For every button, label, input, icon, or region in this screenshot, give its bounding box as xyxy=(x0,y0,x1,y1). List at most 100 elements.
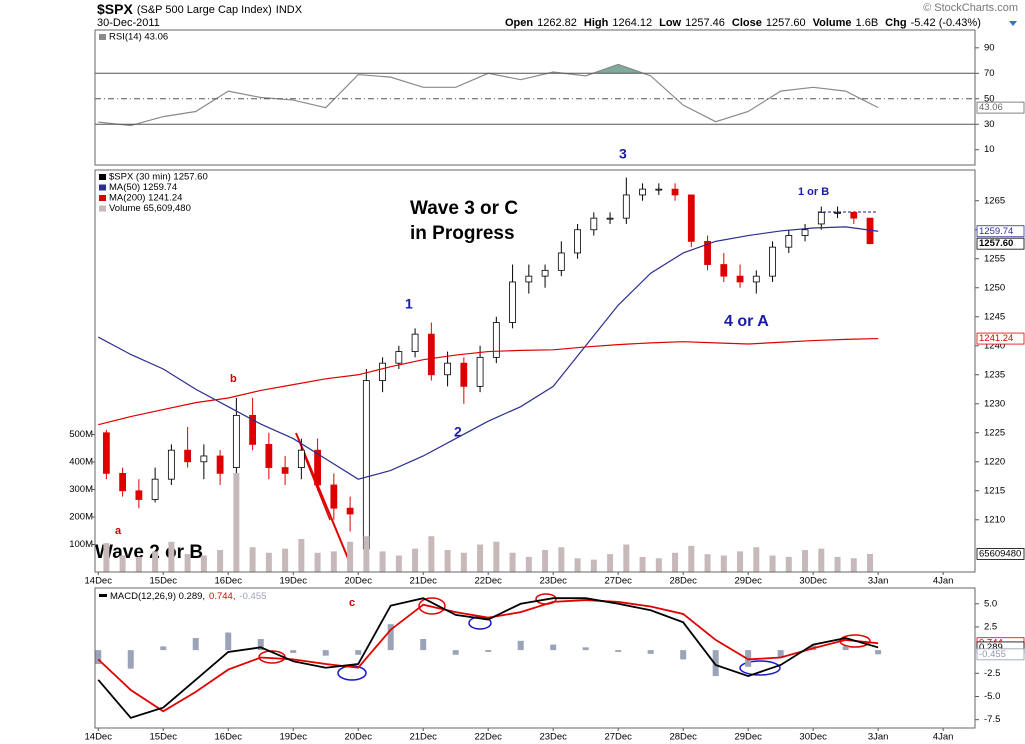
candle-body xyxy=(476,356,484,387)
change-arrow xyxy=(1009,21,1017,26)
quote-value: -5.42 (-0.43%) xyxy=(911,17,981,29)
legend: MACD(12,26,9) 0.289, 0.744, -0.455 xyxy=(110,591,266,602)
histogram-bar xyxy=(290,650,297,653)
annotation: in Progress xyxy=(410,223,515,244)
volume-bar xyxy=(233,473,240,572)
header-title: $SPX (S&P 500 Large Cap Index) INDX xyxy=(97,1,303,17)
y-tick-label: 1210 xyxy=(984,514,1005,525)
x-tick-label: 28Dec xyxy=(669,576,697,587)
y-tick-label: 1265 xyxy=(984,195,1005,206)
legend-entry: $SPX (30 min) 1257.60 xyxy=(109,172,208,183)
quote-label: High xyxy=(584,17,609,29)
volume-bar xyxy=(379,551,386,572)
x-tick-label: 16Dec xyxy=(215,732,243,743)
x-tick-label: 19Dec xyxy=(279,576,307,587)
price-tag-label: -0.455 xyxy=(979,649,1006,660)
price-tag-label: 1259.74 xyxy=(979,226,1013,237)
wave-line xyxy=(295,432,353,569)
x-tick-label: 19Dec xyxy=(279,732,307,743)
volume-bar xyxy=(168,541,175,572)
histogram-bar xyxy=(225,632,232,651)
volume-bar xyxy=(395,555,402,572)
quote-value: 1264.12 xyxy=(612,17,652,29)
volume-bar xyxy=(672,552,679,572)
volume-bar xyxy=(785,556,792,572)
candle-body xyxy=(525,275,533,283)
volume-bar xyxy=(574,558,581,572)
annotation: a xyxy=(115,525,122,537)
index-name: (S&P 500 Large Cap Index) xyxy=(137,4,272,16)
level-fill xyxy=(547,64,644,74)
candle-body xyxy=(769,246,776,277)
candle-body xyxy=(622,194,630,219)
legend-icon xyxy=(99,195,106,201)
volume-bar xyxy=(737,551,744,572)
candle-body xyxy=(801,229,809,236)
volume-bar xyxy=(655,558,662,572)
volume-bar xyxy=(558,547,565,572)
legend-entry: MACD(12,26,9) 0.289, xyxy=(110,591,205,602)
x-tick-label: 16Dec xyxy=(215,576,243,587)
y-tick-label: -7.5 xyxy=(984,714,1000,725)
volume-bar xyxy=(249,547,256,572)
volume-bar xyxy=(135,556,142,572)
price-tag-label: 0.289 xyxy=(979,642,1003,653)
y2-tick-label: 500M xyxy=(69,429,93,440)
x-tick-label: 30Dec xyxy=(799,576,827,587)
legend-icon xyxy=(99,184,106,191)
candle-body xyxy=(379,362,386,381)
histogram-bar xyxy=(842,646,849,651)
quote-label: Close xyxy=(732,17,762,29)
legend-icon xyxy=(99,594,107,597)
candle-body xyxy=(752,275,760,283)
candle-body xyxy=(184,449,192,463)
histogram-bar xyxy=(355,650,362,655)
histogram-bar xyxy=(485,650,492,652)
quote-label: Volume xyxy=(813,17,852,29)
volume-bar xyxy=(525,556,532,572)
quote-label: Open xyxy=(505,17,533,29)
legend-entry: MA(50) 1259.74 xyxy=(109,182,177,193)
volume-bar xyxy=(769,555,776,572)
legend-icon xyxy=(99,34,106,40)
x-tick-label: 23Dec xyxy=(539,576,567,587)
x-tick-label: 14Dec xyxy=(85,732,113,743)
candle-body xyxy=(362,380,370,550)
candle-body xyxy=(606,217,614,220)
panel-frame xyxy=(94,29,976,166)
y-tick-label: 5.0 xyxy=(984,598,997,609)
histogram-bar xyxy=(680,650,687,660)
candle-body xyxy=(720,264,728,277)
annotation: 1 or B xyxy=(798,186,829,198)
date: 30-Dec-2011 xyxy=(97,17,160,29)
annotation: 3 xyxy=(619,146,627,162)
histogram-bar xyxy=(452,650,459,655)
annotation: 2 xyxy=(454,424,462,440)
histogram-bar xyxy=(160,646,167,651)
price-tag-label: 43.06 xyxy=(979,102,1003,113)
volume-bar xyxy=(314,552,321,572)
y2-tick-label: 400M xyxy=(69,457,93,468)
x-tick-label: 3Jan xyxy=(868,732,889,743)
histogram-bar xyxy=(192,638,199,651)
x-tick-label: 29Dec xyxy=(734,576,762,587)
histogram-bar xyxy=(257,638,264,651)
plot-area xyxy=(97,177,879,572)
candle-body xyxy=(590,217,598,231)
volume-bar xyxy=(347,541,354,572)
candle-body xyxy=(346,507,354,515)
volume-bar xyxy=(753,547,760,572)
annotation: Wave 3 or C xyxy=(410,198,518,219)
histogram-bar xyxy=(615,650,622,652)
candle-body xyxy=(704,240,711,265)
volume-bar xyxy=(428,536,435,572)
quote-value: 1.6B xyxy=(856,17,879,29)
x-tick-label: 4Jan xyxy=(933,732,954,743)
legend-icon xyxy=(99,205,106,212)
price-tag-label: 1257.60 xyxy=(979,238,1013,249)
volume-bar xyxy=(217,550,224,572)
quote-label: Chg xyxy=(885,17,906,29)
candle-body xyxy=(671,188,679,196)
x-tick-label: 14Dec xyxy=(85,576,113,587)
